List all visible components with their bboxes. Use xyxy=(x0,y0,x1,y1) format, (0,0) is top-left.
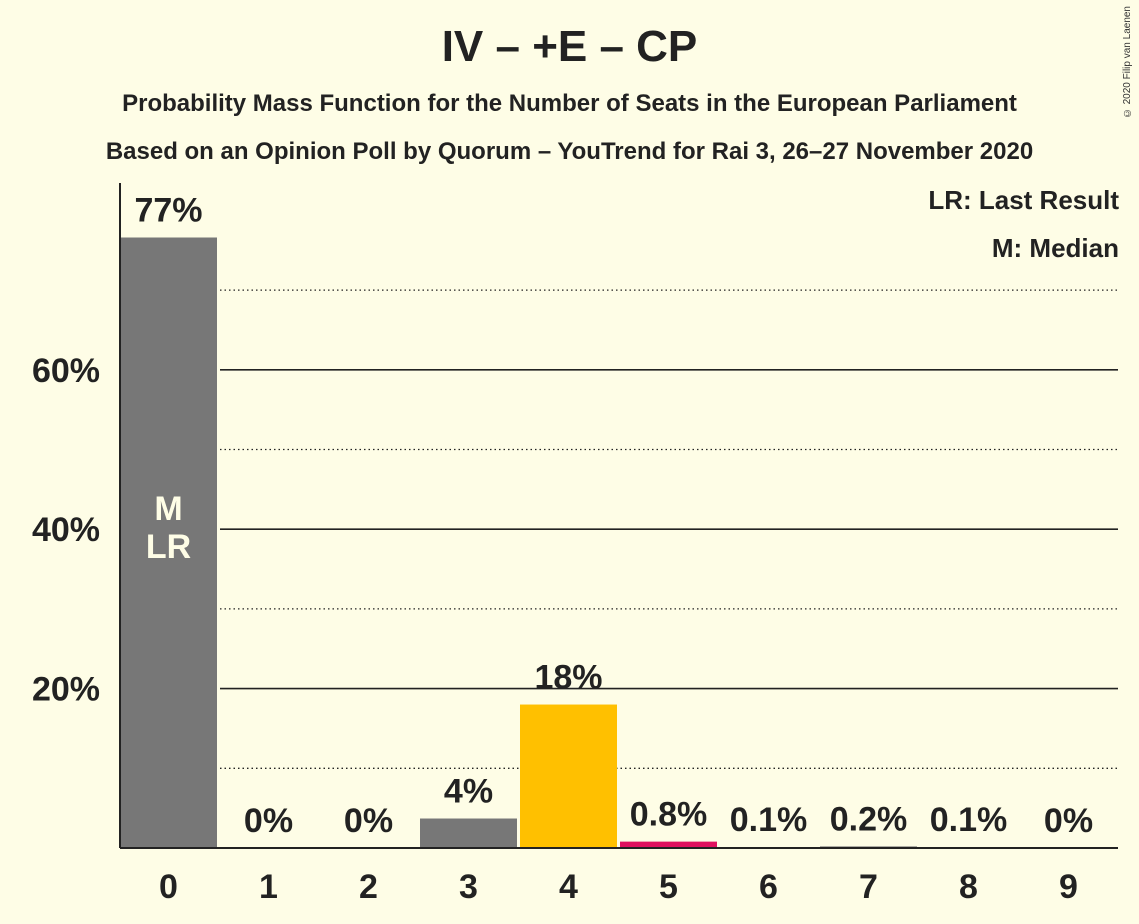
bar-0 xyxy=(120,237,217,849)
data-label-7: 0.2% xyxy=(830,800,908,838)
data-label-3: 4% xyxy=(444,773,493,811)
x-tick-label: 8 xyxy=(959,868,978,906)
bar-3 xyxy=(420,818,517,848)
data-label-8: 0.1% xyxy=(930,801,1008,839)
legend-last-result: LR: Last Result xyxy=(928,185,1119,215)
legend-median: M: Median xyxy=(991,233,1119,263)
bar-inner-label: M xyxy=(154,490,182,528)
data-label-2: 0% xyxy=(344,802,393,840)
x-tick-label: 0 xyxy=(159,868,178,906)
x-tick-label: 2 xyxy=(359,868,378,906)
bar-5 xyxy=(620,841,717,848)
chart-subtitle: Probability Mass Function for the Number… xyxy=(122,90,1017,117)
y-tick-label: 40% xyxy=(32,511,100,549)
data-label-4: 18% xyxy=(534,659,602,697)
chart-source: Based on an Opinion Poll by Quorum – You… xyxy=(105,138,1034,165)
y-tick-label: 20% xyxy=(32,671,100,709)
chart-title: IV – +E – CP xyxy=(441,22,698,71)
data-label-5: 0.8% xyxy=(630,796,708,834)
x-tick-label: 7 xyxy=(859,868,878,906)
data-label-6: 0.1% xyxy=(730,801,808,839)
y-tick-label: 60% xyxy=(32,352,100,390)
x-tick-label: 5 xyxy=(659,868,678,906)
x-tick-label: 3 xyxy=(459,868,478,906)
x-tick-label: 1 xyxy=(259,868,278,906)
bar-4 xyxy=(520,704,617,848)
x-tick-label: 6 xyxy=(759,868,778,906)
x-tick-label: 9 xyxy=(1059,868,1078,906)
bar-inner-label: LR xyxy=(146,528,191,566)
data-label-0: 77% xyxy=(134,191,202,229)
x-tick-label: 4 xyxy=(559,868,578,906)
data-label-1: 0% xyxy=(244,802,293,840)
data-label-9: 0% xyxy=(1044,802,1093,840)
